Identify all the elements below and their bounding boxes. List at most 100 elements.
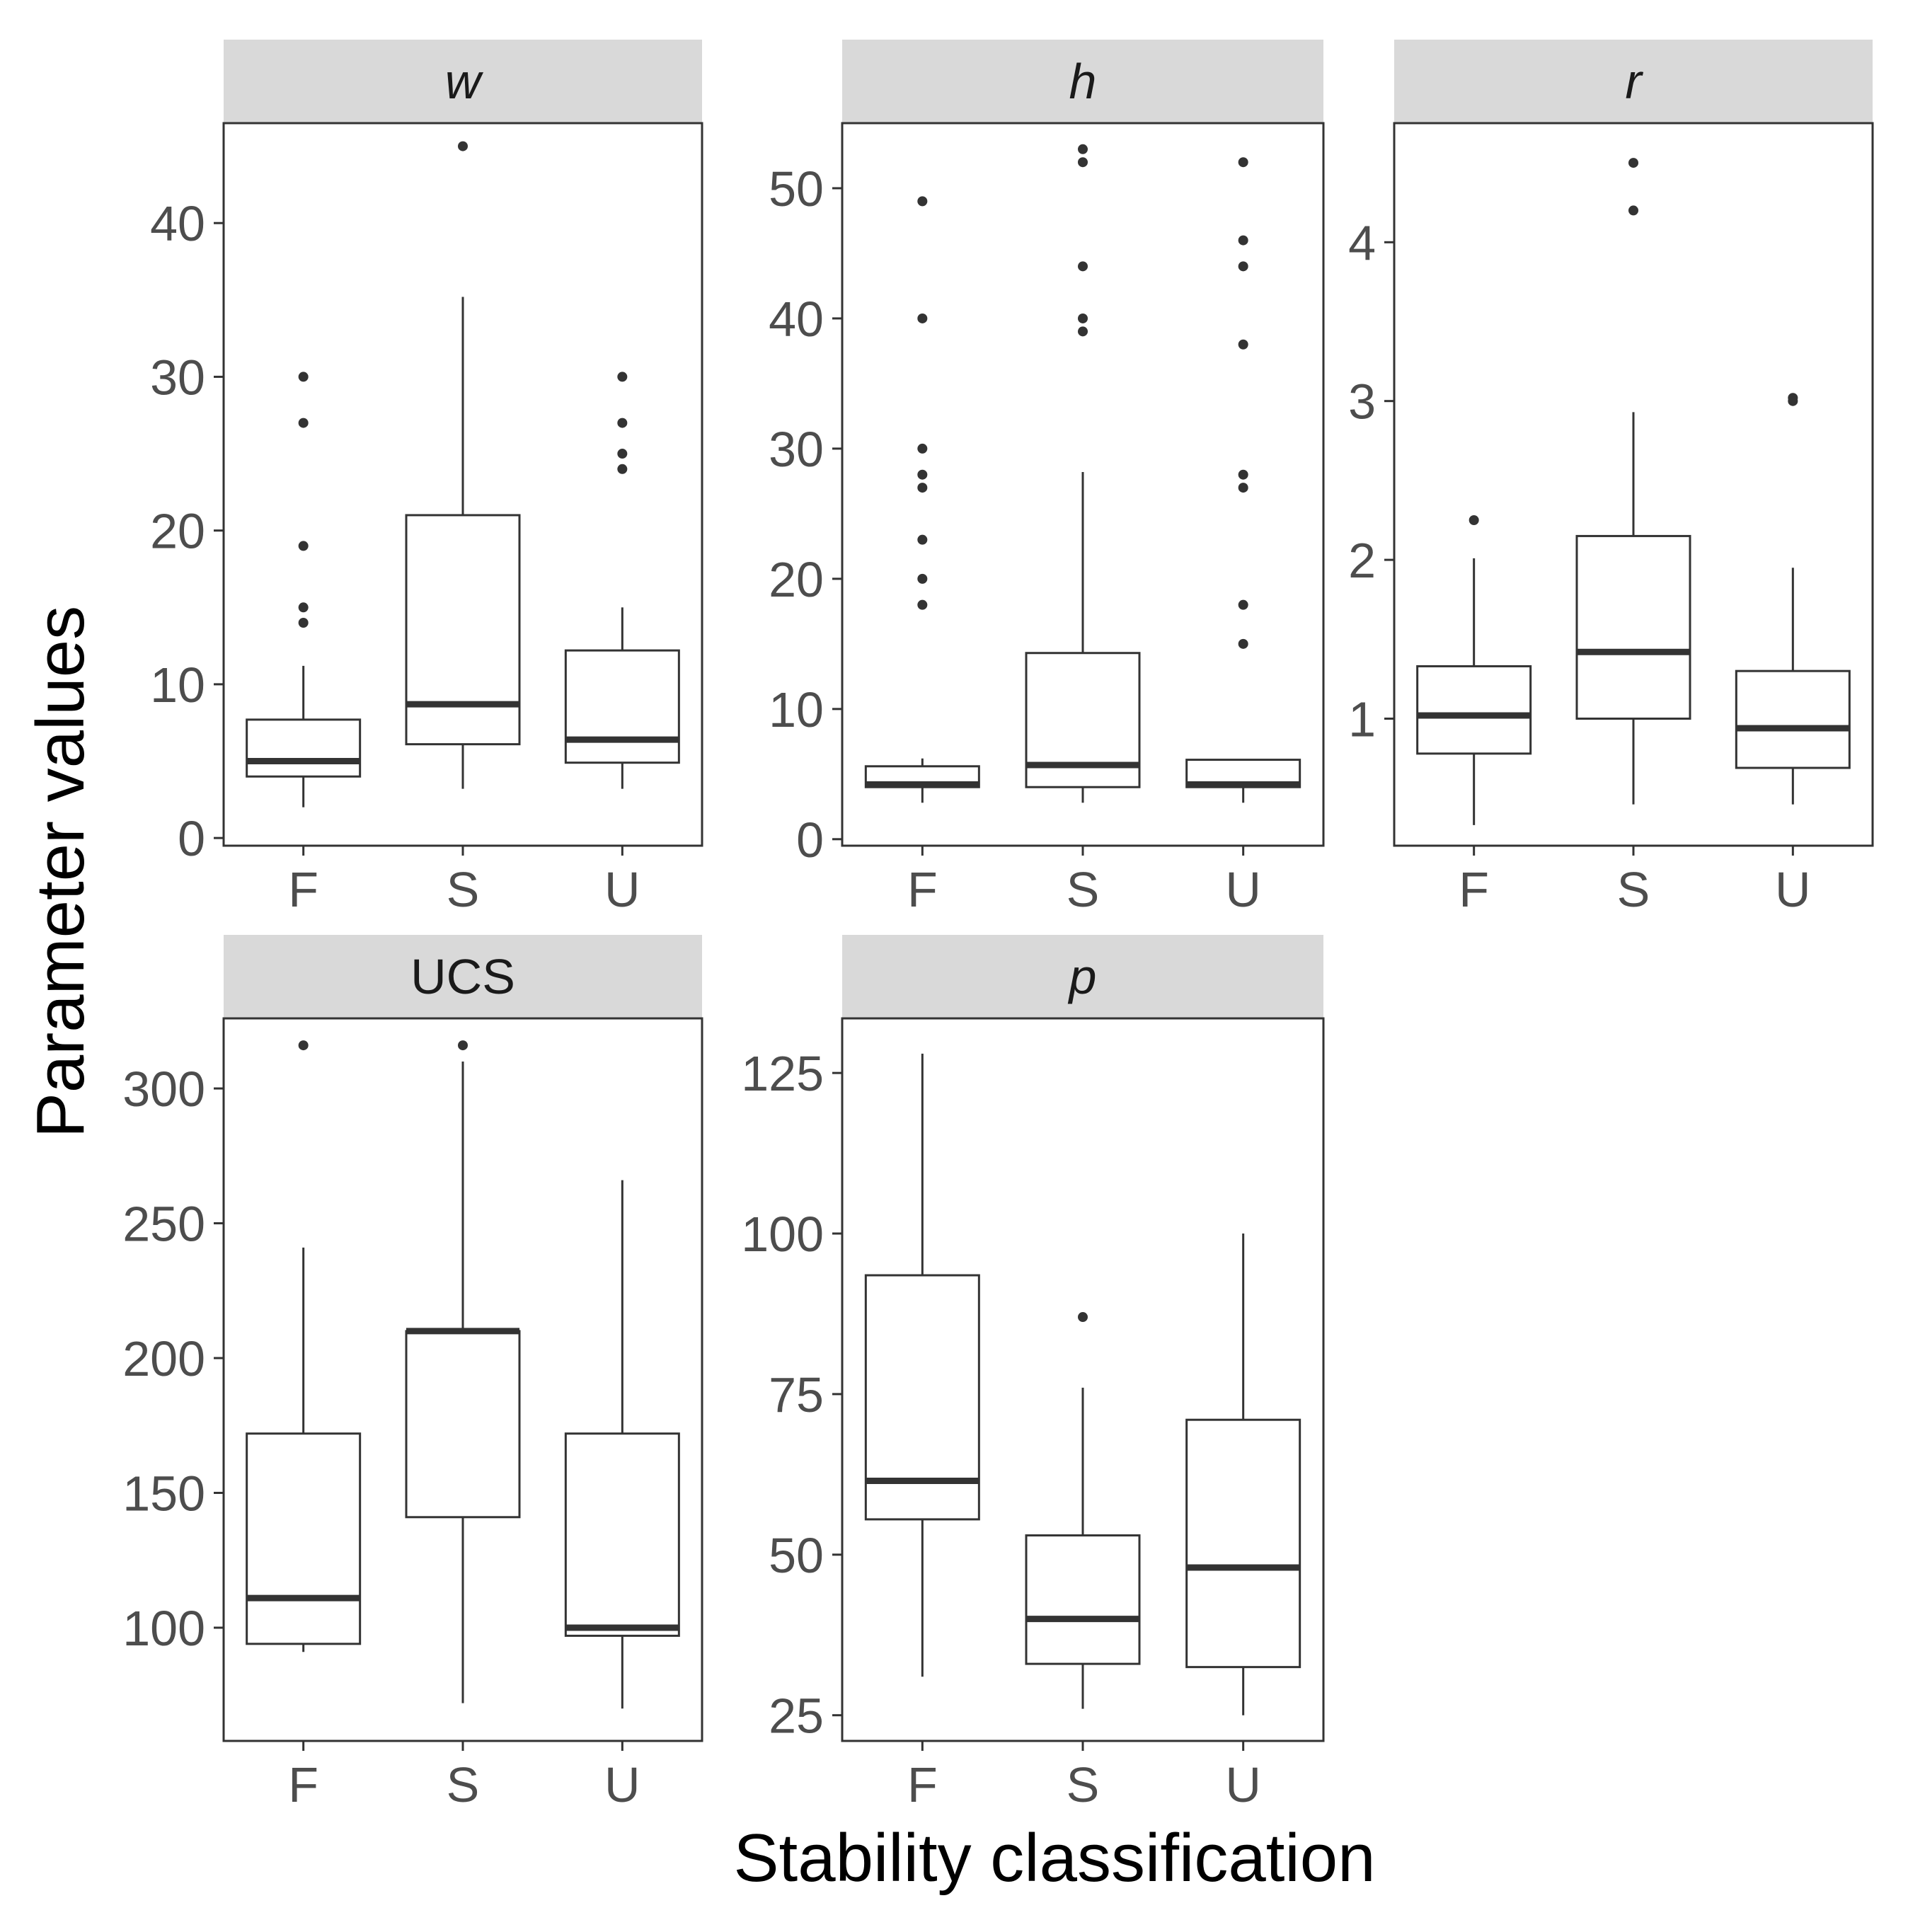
facet-strip	[842, 935, 1323, 1018]
outlier-point	[1238, 339, 1248, 350]
outlier-point	[1469, 514, 1479, 525]
outlier-point	[1078, 261, 1088, 272]
y-tick-label: 200	[122, 1331, 205, 1386]
y-tick-label: 10	[150, 657, 205, 713]
x-tick-label: F	[288, 1757, 318, 1812]
facet-panel-w: w 0 10 20 30 40 F S U	[150, 40, 703, 917]
box-s	[1025, 144, 1141, 803]
box-iqr	[1416, 665, 1532, 755]
x-tick-label: S	[447, 1757, 480, 1812]
outlier-point	[617, 464, 628, 474]
facet-strip	[1394, 40, 1873, 123]
box-f	[246, 1040, 362, 1652]
outlier-point	[1788, 393, 1798, 403]
box-f	[246, 372, 362, 807]
outlier-point	[298, 418, 309, 428]
facet-panels: w 0 10 20 30 40 F S Uh 0 10 20 30 40 50 F S Ur 1 2 3 4 F S U UCS 1…	[122, 40, 1874, 1812]
y-axis-title: Parameter values	[23, 606, 98, 1138]
x-tick-label: U	[1225, 1757, 1261, 1812]
y-tick-label: 10	[769, 682, 824, 737]
outlier-point	[1238, 157, 1248, 168]
box-s	[405, 1040, 521, 1703]
box-iqr	[246, 718, 362, 778]
y-tick-label: 20	[769, 552, 824, 607]
box-iqr	[1185, 1418, 1301, 1669]
box-iqr	[1575, 534, 1691, 720]
outlier-point	[458, 141, 468, 151]
y-tick-label: 75	[769, 1367, 824, 1422]
facet-strip	[224, 40, 702, 123]
facet-strip-label: r	[1625, 54, 1643, 109]
outlier-point	[1238, 638, 1248, 649]
box-f	[864, 1053, 980, 1677]
y-tick-label: 20	[150, 504, 205, 559]
y-tick-label: 2	[1348, 533, 1376, 588]
outlier-point	[1238, 235, 1248, 246]
y-tick-label: 50	[769, 161, 824, 217]
x-tick-label: U	[604, 1757, 640, 1812]
y-tick-label: 4	[1348, 215, 1376, 270]
facet-panel-p: p 25 50 75 100 125 F S U	[741, 935, 1325, 1812]
x-tick-label: S	[447, 862, 480, 917]
box-iqr	[1025, 1534, 1141, 1665]
outlier-point	[1238, 469, 1248, 480]
y-tick-label: 30	[769, 422, 824, 477]
x-tick-label: U	[1775, 862, 1811, 917]
x-axis-title: Stability classification	[733, 1820, 1375, 1896]
box-iqr	[246, 1432, 362, 1645]
outlier-point	[917, 483, 928, 493]
box-s	[405, 141, 521, 789]
box-u	[1735, 393, 1851, 805]
outlier-point	[1078, 157, 1088, 168]
x-tick-label: S	[1617, 862, 1650, 917]
y-tick-label: 0	[796, 812, 824, 868]
box-s	[1025, 1312, 1141, 1709]
box-iqr	[1735, 669, 1851, 769]
outlier-point	[917, 469, 928, 480]
outlier-point	[1078, 326, 1088, 337]
outlier-point	[617, 372, 628, 382]
box-s	[1575, 158, 1691, 805]
outlier-point	[1078, 313, 1088, 323]
y-tick-label: 30	[150, 350, 205, 405]
outlier-point	[917, 313, 928, 323]
box-u	[564, 372, 680, 789]
outlier-point	[1078, 144, 1088, 154]
x-tick-label: S	[1067, 862, 1100, 917]
y-tick-label: 0	[178, 811, 205, 866]
outlier-point	[1078, 1312, 1088, 1323]
outlier-point	[1628, 158, 1638, 168]
y-tick-label: 3	[1348, 374, 1376, 430]
y-tick-label: 250	[122, 1197, 205, 1252]
outlier-point	[617, 449, 628, 459]
facet-panel-h: h 0 10 20 30 40 50 F S U	[769, 40, 1325, 917]
facet-strip-label: UCS	[410, 949, 515, 1004]
x-tick-label: U	[604, 862, 640, 917]
outlier-point	[298, 541, 309, 551]
facet-strip	[224, 935, 702, 1018]
y-tick-label: 100	[741, 1207, 824, 1262]
outlier-point	[917, 599, 928, 610]
x-tick-label: S	[1067, 1757, 1100, 1812]
box-iqr	[405, 514, 521, 746]
outlier-point	[917, 573, 928, 584]
outlier-point	[1238, 599, 1248, 610]
outlier-point	[917, 196, 928, 207]
box-iqr	[564, 649, 680, 764]
outlier-point	[1238, 261, 1248, 272]
outlier-point	[298, 1040, 309, 1051]
outlier-point	[298, 372, 309, 382]
y-tick-label: 40	[769, 292, 824, 347]
box-iqr	[405, 1330, 521, 1519]
outlier-point	[917, 443, 928, 454]
facet-panel-r: r 1 2 3 4 F S U	[1348, 40, 1874, 917]
y-tick-label: 300	[122, 1062, 205, 1117]
outlier-point	[298, 602, 309, 613]
facet-panel-ucs: UCS 100 150 200 250 300 F S U	[122, 935, 703, 1812]
outlier-point	[1628, 205, 1638, 216]
box-iqr	[564, 1432, 680, 1637]
x-tick-label: U	[1225, 862, 1261, 917]
outlier-point	[617, 418, 628, 428]
facet-strip-label: h	[1069, 54, 1097, 109]
box-f	[864, 196, 980, 803]
